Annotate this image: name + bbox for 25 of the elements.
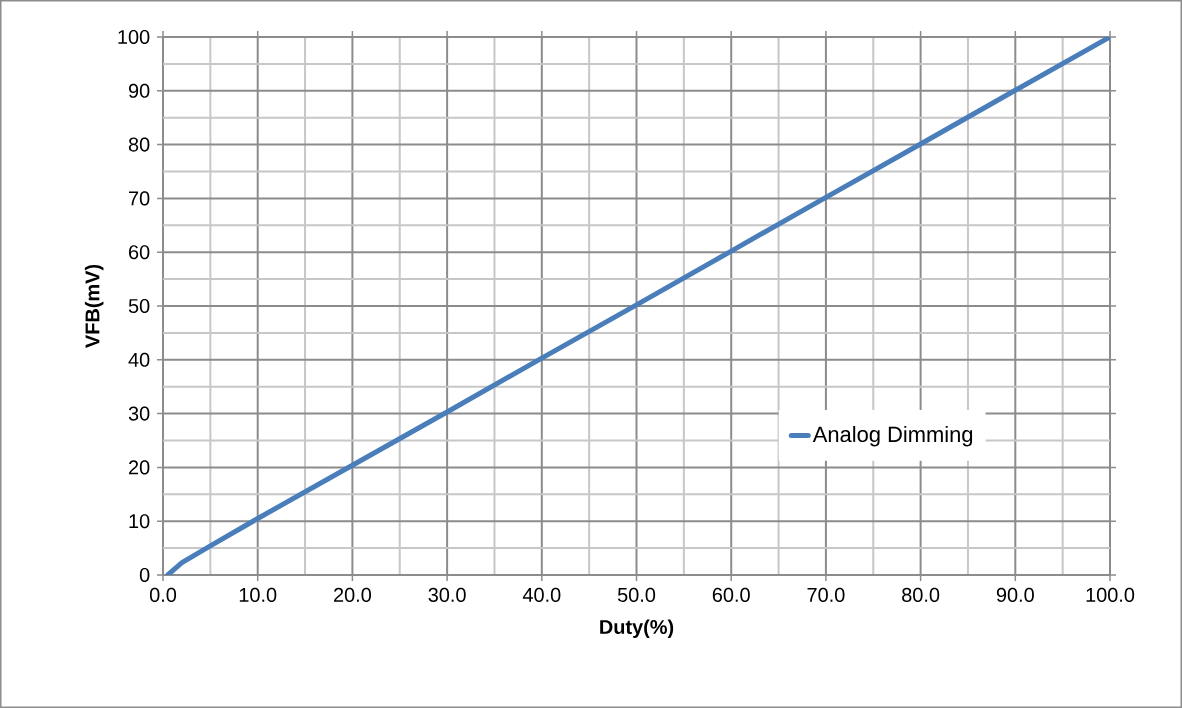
x-tick-label: 70.0 xyxy=(807,587,845,602)
x-tick-label: 100.0 xyxy=(1086,587,1135,602)
y-tick-label: 40 xyxy=(128,352,150,367)
y-tick-label: 50 xyxy=(128,298,150,314)
y-tick-label: 0 xyxy=(139,567,150,583)
x-tick-label: 50.0 xyxy=(617,587,656,602)
y-axis-title: VFB(mV) xyxy=(84,264,104,348)
x-tick-label: 30.0 xyxy=(428,587,466,602)
y-tick-label: 100 xyxy=(118,29,150,45)
y-tick-label: 70 xyxy=(129,191,150,206)
y-tick-label: 30 xyxy=(128,406,150,421)
x-tick-label: 10.0 xyxy=(239,587,277,602)
y-tick-label: 90 xyxy=(128,83,150,98)
x-tick-label: 0.0 xyxy=(149,587,177,602)
x-tick-label: 90.0 xyxy=(996,587,1034,602)
y-tick-label: 10 xyxy=(129,514,150,529)
x-tick-label: 80.0 xyxy=(902,587,940,602)
x-tick-label: 20.0 xyxy=(334,587,372,602)
legend-label: Analog Dimming xyxy=(812,426,973,447)
x-tick-label: 40.0 xyxy=(522,587,561,602)
y-tick-label: 20 xyxy=(129,460,150,475)
y-tick-label: 60 xyxy=(129,245,150,260)
x-tick-label: 60.0 xyxy=(712,587,750,602)
y-tick-label: 80 xyxy=(128,137,150,152)
x-axis-title: Duty(%) xyxy=(600,619,674,638)
